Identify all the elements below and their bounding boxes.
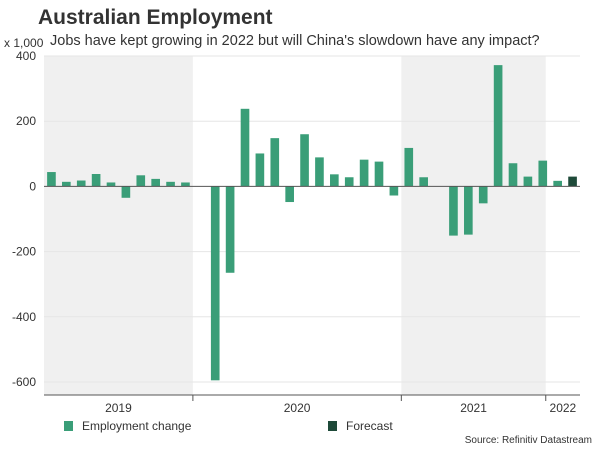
employment-bar bbox=[523, 176, 533, 187]
x-year-label: 2019 bbox=[105, 401, 132, 415]
employment-bar bbox=[315, 157, 324, 187]
year-band-1 bbox=[401, 56, 546, 395]
employment-bar bbox=[121, 186, 131, 198]
employment-bar bbox=[344, 177, 354, 187]
y-axis-unit-label: x 1,000 bbox=[4, 36, 44, 50]
x-year-label: 2021 bbox=[460, 401, 487, 415]
employment-bar bbox=[300, 134, 309, 187]
x-year-label: 2020 bbox=[284, 401, 311, 415]
legend: Employment change Forecast bbox=[64, 419, 393, 433]
y-tick-label: -200 bbox=[12, 245, 36, 259]
employment-bar bbox=[464, 186, 473, 235]
employment-bar bbox=[419, 177, 428, 187]
bars bbox=[47, 65, 577, 381]
x-axis-year-labels: 2019 2020 2021 2022 bbox=[105, 395, 577, 415]
employment-bar bbox=[210, 186, 220, 381]
employment-bar bbox=[374, 161, 384, 187]
employment-bar bbox=[493, 65, 503, 187]
year-band-0 bbox=[44, 56, 193, 395]
employment-bar bbox=[136, 175, 146, 187]
legend-label: Employment change bbox=[82, 419, 192, 433]
employment-bar bbox=[449, 186, 458, 236]
employment-bar bbox=[478, 186, 488, 204]
gridlines bbox=[44, 55, 580, 383]
y-tick-label: -600 bbox=[12, 375, 36, 389]
chart-title: Australian Employment bbox=[38, 6, 273, 29]
employment-bar bbox=[240, 108, 250, 187]
employment-bar bbox=[62, 181, 71, 187]
employment-bar bbox=[508, 163, 518, 187]
employment-bar bbox=[538, 160, 548, 187]
x-year-label: 2022 bbox=[550, 401, 577, 415]
y-tick-label: 200 bbox=[16, 114, 36, 128]
employment-bar bbox=[389, 186, 399, 196]
legend-label: Forecast bbox=[346, 419, 393, 433]
employment-bar bbox=[330, 174, 339, 187]
y-axis-ticks: 400 200 0 -200 -400 -600 bbox=[12, 49, 36, 389]
employment-bar bbox=[225, 186, 235, 273]
employment-bar bbox=[76, 180, 86, 187]
employment-bar bbox=[181, 182, 190, 187]
employment-bar bbox=[255, 153, 265, 187]
employment-bar bbox=[270, 138, 280, 187]
y-tick-label: 0 bbox=[29, 179, 36, 193]
employment-bar bbox=[553, 180, 562, 187]
employment-bar bbox=[285, 186, 294, 203]
employment-bar bbox=[166, 181, 175, 187]
employment-bar bbox=[47, 172, 56, 187]
legend-swatch bbox=[328, 421, 337, 431]
employment-bar bbox=[91, 173, 101, 187]
source-note: Source: Refinitiv Datastream bbox=[464, 435, 592, 446]
chart-subtitle: Jobs have kept growing in 2022 but will … bbox=[50, 33, 540, 49]
y-tick-label: -400 bbox=[12, 310, 36, 324]
employment-bar bbox=[404, 147, 414, 187]
employment-bar bbox=[106, 182, 116, 187]
legend-swatch bbox=[64, 421, 73, 431]
year-shading-bands bbox=[44, 56, 546, 395]
employment-bar bbox=[359, 159, 369, 187]
forecast-bar bbox=[568, 176, 577, 187]
employment-bar bbox=[151, 178, 160, 187]
y-tick-label: 400 bbox=[16, 49, 36, 63]
